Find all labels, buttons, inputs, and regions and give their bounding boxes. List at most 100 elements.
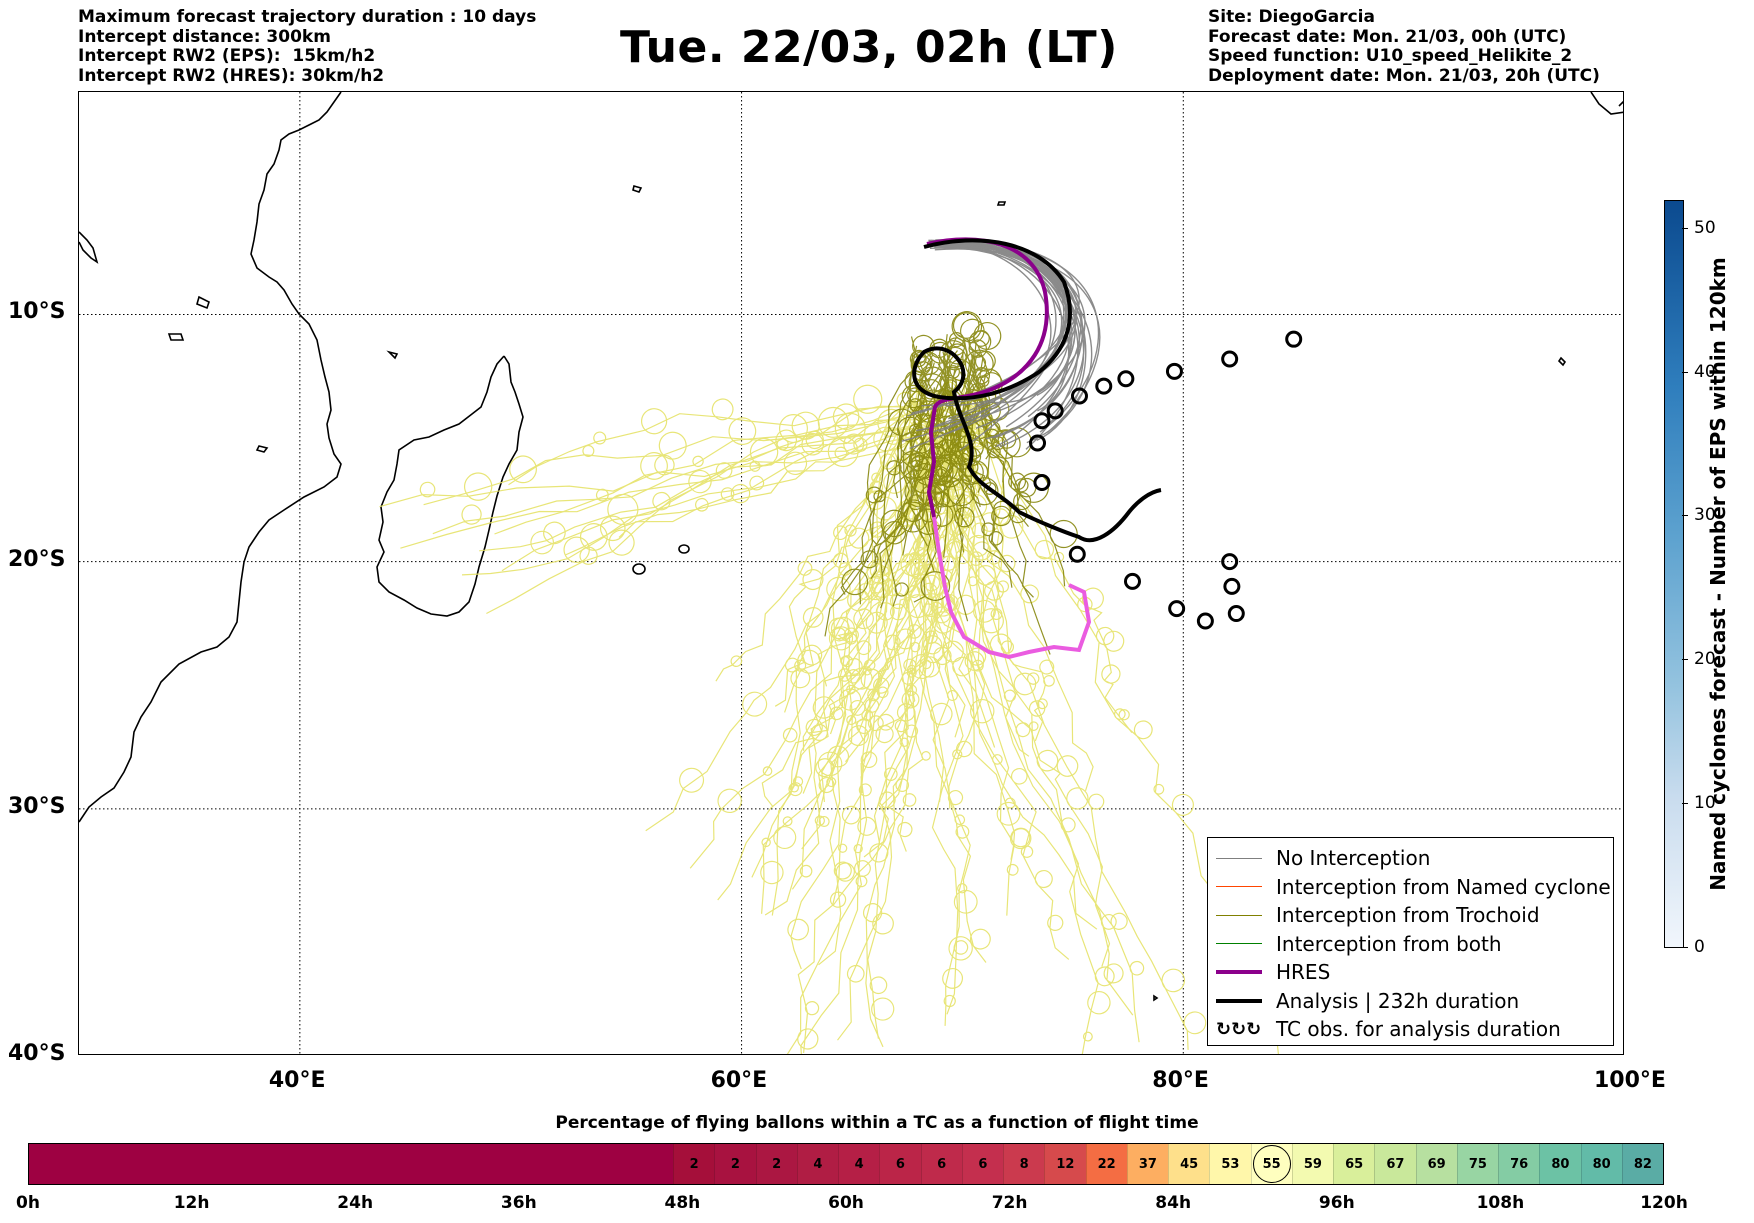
percentage-value: 45: [1180, 1156, 1199, 1172]
eps-trajectory-west: [501, 416, 951, 572]
legend-label: TC obs. for analysis duration: [1276, 1017, 1561, 1041]
eps-trajectory: [937, 402, 1145, 1043]
percentage-value: 69: [1427, 1156, 1446, 1172]
map-legend: No Interception Interception from Named c…: [1207, 837, 1614, 1046]
colorbar-tick-label: 40: [1682, 361, 1716, 382]
percentage-bar-title: Percentage of flying ballons within a TC…: [555, 1113, 1199, 1133]
percentage-cell: 37: [1126, 1144, 1168, 1184]
percentage-value: 37: [1138, 1156, 1157, 1172]
colorbar-tick-label: 20: [1682, 649, 1716, 670]
legend-line-swatch: [1216, 914, 1262, 916]
africa-coastline-north: [79, 231, 99, 264]
percentage-bar: 2 2 2 4 4 6 6 6 8 12 22 37 45 53 55 59 65 67 69 75 76 80 80 82: [28, 1143, 1664, 1185]
lon-tick-label: 60°E: [710, 1068, 768, 1093]
island-east: [1590, 92, 1623, 115]
island-reunion: [678, 544, 690, 554]
eps-trajectory: [921, 433, 988, 803]
percentage-value: 6: [895, 1156, 905, 1172]
eps-trajectory: [786, 395, 969, 1054]
legend-line-swatch: [1216, 943, 1262, 944]
tc-spiral-icon: [1227, 605, 1245, 623]
cyclone-colorbar: [1664, 200, 1684, 948]
map-panel[interactable]: [78, 91, 1624, 1055]
eps-trajectory: [802, 446, 968, 794]
island-small-3: [196, 295, 210, 310]
lat-tick-label: 10°S: [8, 299, 66, 325]
header-right-line-2: Forecast date: Mon. 21/03, 00h (UTC): [1208, 26, 1567, 47]
hres-trajectory-late: [932, 516, 1092, 660]
eps-trajectory-west: [618, 421, 948, 538]
tc-spiral-icon: [1095, 377, 1113, 395]
analysis-trajectory: [912, 238, 1162, 543]
percentage-value: 55: [1252, 1145, 1291, 1183]
legend-label: HRES: [1276, 960, 1331, 984]
percentage-cell: 22: [1085, 1144, 1127, 1184]
legend-line-swatch: [1216, 857, 1262, 859]
lon-tick-label: 80°E: [1152, 1068, 1209, 1093]
cyclone-colorbar-label: Named cyclones forecast - Number of EPS …: [1706, 257, 1730, 891]
legend-label: No Interception: [1276, 846, 1431, 870]
percentage-cell: 59: [1291, 1144, 1333, 1184]
trochoid-trajectory: [893, 341, 951, 542]
legend-item: ↻↻↻ TC obs. for analysis duration: [1216, 1015, 1561, 1043]
percentage-cell: 82: [1621, 1144, 1663, 1184]
legend-line-swatch: [1216, 970, 1262, 974]
tc-spiral-icon: [1285, 330, 1303, 348]
trochoid-trajectory: [960, 318, 1005, 483]
eps-trajectory-west: [494, 381, 957, 535]
percentage-cell: 2: [714, 1144, 756, 1184]
percentage-value: 82: [1633, 1156, 1652, 1172]
percentage-cell: 67: [1374, 1144, 1416, 1184]
trochoid-trajectory: [909, 349, 994, 533]
legend-item: Analysis | 232h duration: [1216, 987, 1519, 1015]
lat-tick-label: 20°S: [8, 546, 66, 572]
flight-time-label: 60h: [828, 1193, 864, 1213]
eps-trajectory-west: [423, 405, 931, 506]
header-left-info: Maximum forecast trajectory duration : 1…: [78, 7, 537, 86]
flight-time-label: 48h: [664, 1193, 701, 1213]
legend-item: No Interception: [1216, 844, 1430, 872]
percentage-value: 4: [813, 1156, 823, 1172]
island-chagos-north: [996, 201, 1007, 206]
percentage-cell: 6: [920, 1144, 962, 1184]
legend-item: Interception from Trochoid: [1216, 901, 1540, 929]
percentage-value: 12: [1056, 1156, 1075, 1172]
percentage-value: 80: [1592, 1156, 1611, 1172]
trochoid-trajectory: [879, 343, 968, 583]
percentage-value: 8: [1019, 1156, 1029, 1172]
tc-spiral-icon: [1196, 612, 1214, 630]
header-left-line-4: Intercept RW2 (HRES): 30km/h2: [78, 65, 385, 86]
legend-item: Interception from Named cyclone: [1216, 873, 1611, 901]
percentage-cell: 45: [1168, 1144, 1210, 1184]
legend-label: Interception from Named cyclone: [1276, 874, 1611, 899]
tc-spiral-icon: [1165, 362, 1183, 380]
colorbar-tick-label: 50: [1682, 217, 1716, 238]
percentage-cell: 2: [755, 1144, 797, 1184]
eps-trajectory-west: [565, 427, 914, 556]
tc-spiral-icon: [1070, 387, 1088, 405]
lon-tick-label: 40°E: [268, 1068, 326, 1093]
header-right-line-1: Site: DiegoGarcia: [1208, 7, 1375, 27]
trochoid-trajectory: [870, 338, 949, 580]
percentage-cell-empty: [29, 1144, 673, 1184]
flight-time-label: 24h: [337, 1193, 374, 1213]
island-chagos: [1557, 356, 1567, 367]
lat-tick-label: 30°S: [8, 793, 66, 819]
percentage-value: 2: [689, 1156, 699, 1172]
header-left-line-1: Maximum forecast trajectory duration : 1…: [78, 7, 537, 27]
flight-time-label: 108h: [1476, 1193, 1525, 1213]
legend-line-swatch: [1216, 886, 1262, 887]
percentage-cell: 80: [1539, 1144, 1581, 1184]
eps-trajectory: [717, 405, 917, 901]
percentage-cell: 4: [796, 1144, 838, 1184]
percentage-cell: 2: [673, 1144, 715, 1184]
island-seychelles: [632, 185, 643, 193]
eps-trajectory: [867, 423, 974, 1039]
percentage-cell: 6: [961, 1144, 1003, 1184]
trochoid-trajectory: [907, 387, 942, 547]
percentage-value: 4: [854, 1156, 864, 1172]
header-right-line-3: Speed function: U10_speed_Helikite_2: [1208, 46, 1573, 66]
legend-label: Analysis | 232h duration: [1276, 988, 1520, 1013]
no-interception-trajectory: [930, 239, 1093, 444]
percentage-value: 65: [1345, 1156, 1364, 1172]
